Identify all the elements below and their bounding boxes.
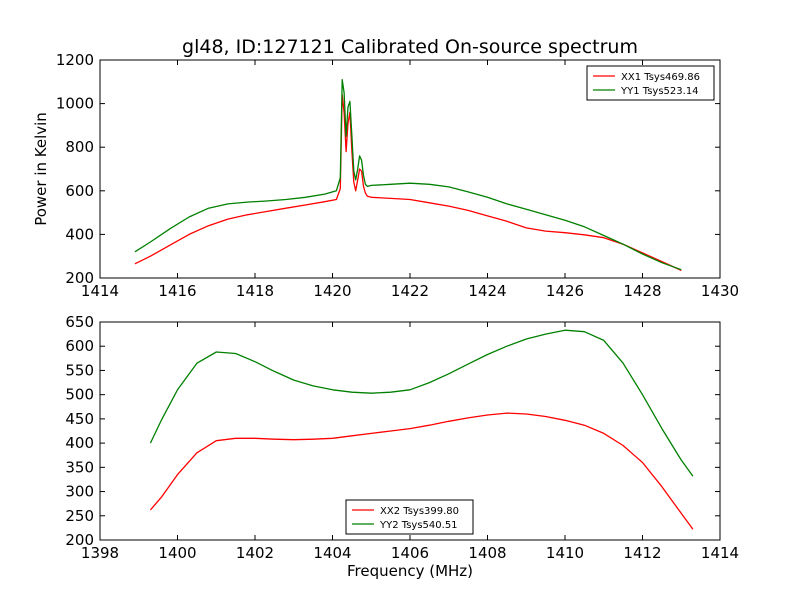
top-axis-ticks: 1414 1416 1418 1420 1422 1424 1426 1428 1430 200 4…	[56, 51, 739, 300]
y-tick-label: 600	[65, 337, 94, 355]
chart-title: gl48, ID:127121 Calibrated On-source spe…	[182, 36, 638, 58]
x-tick-label: 1400	[158, 544, 196, 562]
y-tick-label: 500	[65, 386, 94, 404]
y-tick-label: 650	[65, 313, 94, 331]
bottom-axis-ticks: 1398 1400 1402 1404 1406 1408 1410 1412 1414 200 2…	[65, 313, 739, 562]
y-tick-label: 1200	[56, 51, 94, 69]
legend-entry: XX2 Tsys399.80	[380, 506, 459, 517]
y-tick-label: 400	[65, 225, 94, 243]
series-line	[149, 412, 694, 530]
x-tick-label: 1402	[236, 544, 274, 562]
x-tick-label: 1420	[313, 282, 351, 300]
bottom-x-axis-label: Frequency (MHz)	[347, 562, 473, 580]
y-tick-label: 550	[65, 361, 94, 379]
x-tick-label: 1408	[468, 544, 506, 562]
x-tick-label: 1418	[236, 282, 274, 300]
top-panel: 1414 1416 1418 1420 1422 1424 1426 1428 1430 200 4…	[32, 51, 739, 300]
x-tick-label: 1416	[158, 282, 196, 300]
y-tick-label: 600	[65, 182, 94, 200]
x-tick-label: 1426	[546, 282, 584, 300]
series-line	[149, 329, 694, 477]
x-tick-label: 1414	[701, 544, 739, 562]
y-tick-label: 200	[65, 531, 94, 549]
y-tick-label: 1000	[56, 95, 94, 113]
x-tick-label: 1430	[701, 282, 739, 300]
top-y-axis-label: Power in Kelvin	[32, 112, 50, 226]
legend-entry: YY1 Tsys523.14	[620, 86, 699, 97]
y-tick-label: 350	[65, 458, 94, 476]
x-tick-label: 1422	[391, 282, 429, 300]
bottom-series-group	[149, 329, 694, 530]
x-tick-label: 1404	[313, 544, 351, 562]
x-tick-label: 1424	[468, 282, 506, 300]
series-line	[134, 78, 682, 271]
y-tick-label: 300	[65, 483, 94, 501]
legend-box	[345, 499, 474, 535]
x-tick-label: 1414	[81, 282, 119, 300]
x-tick-label: 1398	[81, 544, 119, 562]
legend-entry: YY2 Tsys540.51	[379, 520, 458, 531]
legend-box	[586, 65, 715, 101]
bottom-legend: XX2 Tsys399.80 YY2 Tsys540.51	[345, 499, 474, 535]
legend-entry: XX1 Tsys469.86	[621, 72, 700, 83]
top-legend: XX1 Tsys469.86 YY1 Tsys523.14	[586, 65, 715, 101]
top-series-group	[134, 78, 682, 271]
x-tick-label: 1406	[391, 544, 429, 562]
y-tick-label: 250	[65, 507, 94, 525]
y-tick-label: 200	[65, 269, 94, 287]
bottom-panel: 1398 1400 1402 1404 1406 1408 1410 1412 1414 200 2…	[65, 313, 739, 580]
x-tick-label: 1428	[623, 282, 661, 300]
y-tick-label: 800	[65, 138, 94, 156]
x-tick-label: 1412	[623, 544, 661, 562]
y-tick-label: 450	[65, 410, 94, 428]
series-line	[134, 94, 682, 271]
y-tick-label: 400	[65, 434, 94, 452]
x-tick-label: 1410	[546, 544, 584, 562]
